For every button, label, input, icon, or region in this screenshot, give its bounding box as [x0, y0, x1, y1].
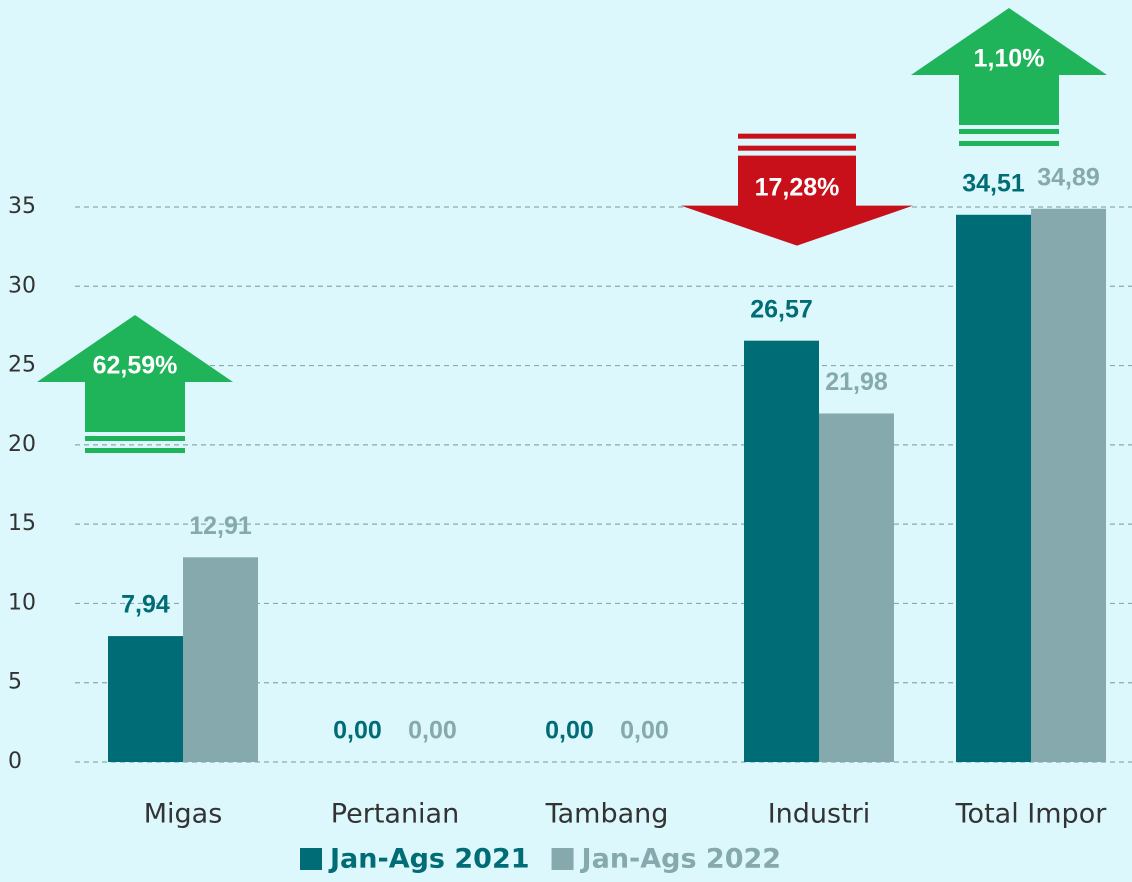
- legend-swatch: [551, 848, 574, 870]
- x-tick-label: Migas: [144, 799, 223, 830]
- y-tick-label: 5: [8, 670, 22, 695]
- arrow-stripe: [738, 145, 856, 151]
- annotation-text: 62,59%: [93, 352, 178, 380]
- x-tick-label: Pertanian: [331, 799, 459, 830]
- arrow-stripe: [959, 141, 1059, 146]
- data-label: 12,91: [189, 512, 252, 540]
- arrow-stripe: [85, 448, 185, 453]
- x-tick-label: Total Impor: [955, 799, 1108, 830]
- y-tick-label: 0: [8, 749, 22, 774]
- bar: [819, 413, 894, 762]
- data-label: 34,51: [962, 169, 1025, 197]
- annotation-text: 17,28%: [755, 173, 840, 201]
- data-label: 21,98: [825, 368, 888, 396]
- data-label: 0,00: [620, 717, 669, 745]
- bar: [108, 636, 183, 762]
- y-tick-label: 30: [8, 273, 36, 298]
- x-tick-label: Tambang: [545, 799, 669, 830]
- arrow-stripe: [85, 436, 185, 441]
- annotation-arrow: [37, 315, 233, 432]
- data-label: 26,57: [750, 295, 813, 323]
- annotation-text: 1,10%: [974, 45, 1045, 73]
- legend-swatch: [300, 848, 322, 870]
- data-label: 34,89: [1037, 163, 1100, 191]
- y-tick-label: 10: [8, 590, 36, 615]
- legend-label: Jan-Ags 2021: [328, 844, 530, 875]
- annotation-arrow: [911, 8, 1107, 125]
- bar: [956, 214, 1031, 762]
- arrow-stripe: [738, 133, 856, 139]
- y-tick-label: 15: [8, 511, 36, 536]
- bar: [1031, 208, 1106, 763]
- data-label: 7,94: [121, 591, 170, 619]
- data-label: 0,00: [545, 717, 594, 745]
- y-tick-label: 35: [8, 194, 36, 219]
- bar: [744, 340, 819, 762]
- legend-label: Jan-Ags 2022: [580, 844, 782, 875]
- annotation-arrow: [681, 155, 913, 246]
- x-tick-label: Industri: [768, 799, 871, 830]
- data-label: 0,00: [333, 717, 382, 745]
- arrow-stripe: [959, 129, 1059, 134]
- data-label: 0,00: [408, 717, 457, 745]
- bar: [183, 557, 258, 762]
- y-tick-label: 20: [8, 432, 36, 457]
- y-tick-label: 25: [8, 353, 36, 378]
